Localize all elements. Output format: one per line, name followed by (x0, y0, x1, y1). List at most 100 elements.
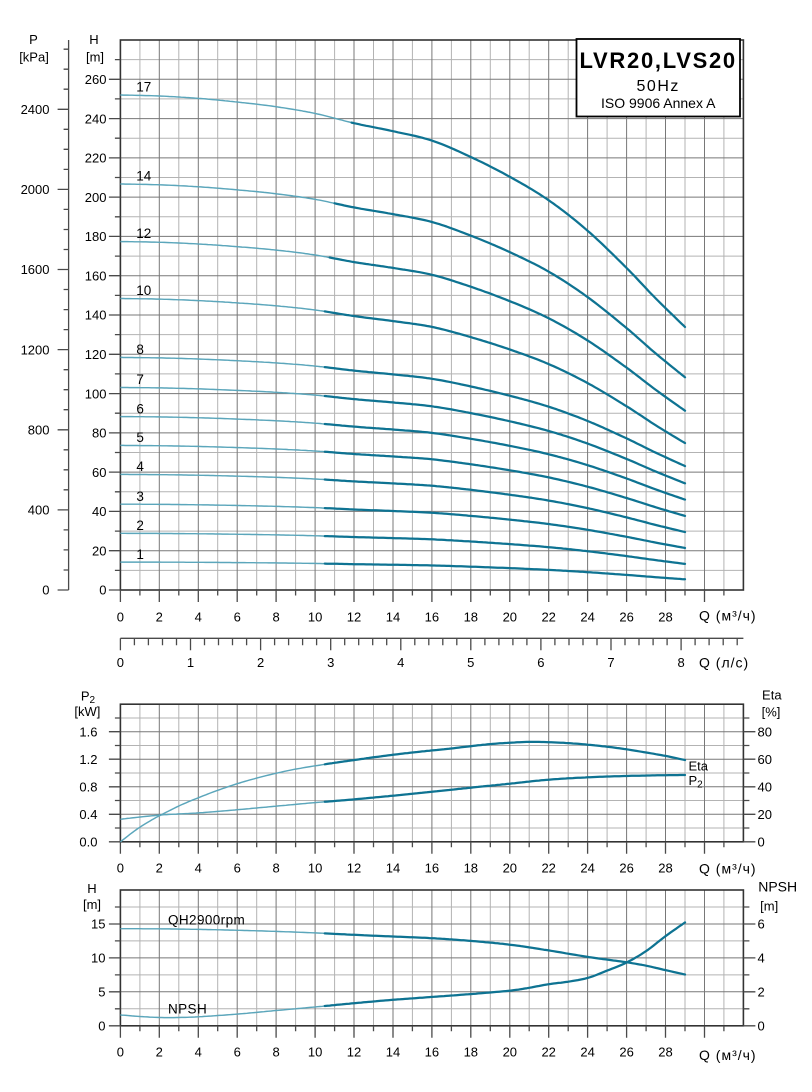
svg-text:12: 12 (347, 1045, 361, 1060)
svg-text:4: 4 (758, 951, 765, 966)
svg-text:14: 14 (386, 1045, 400, 1060)
svg-text:NPSH: NPSH (168, 1001, 207, 1016)
svg-text:0.0: 0.0 (79, 835, 97, 850)
svg-text:4: 4 (195, 610, 202, 625)
svg-text:26: 26 (619, 610, 633, 625)
svg-text:12: 12 (136, 226, 151, 241)
svg-text:14: 14 (386, 610, 400, 625)
svg-text:Q (м³/ч): Q (м³/ч) (699, 1047, 757, 1063)
svg-text:24: 24 (580, 610, 594, 625)
svg-text:26: 26 (619, 861, 633, 876)
svg-text:0.8: 0.8 (79, 780, 97, 795)
svg-text:28: 28 (658, 610, 672, 625)
svg-text:80: 80 (92, 426, 106, 441)
svg-text:1.6: 1.6 (79, 724, 97, 739)
svg-text:2: 2 (156, 861, 163, 876)
svg-text:2: 2 (257, 655, 264, 670)
svg-text:1600: 1600 (21, 262, 50, 277)
svg-text:3: 3 (136, 489, 144, 504)
svg-text:0: 0 (98, 1019, 105, 1034)
svg-text:[m]: [m] (86, 50, 104, 65)
svg-text:0: 0 (758, 1019, 765, 1034)
svg-text:0: 0 (758, 835, 765, 850)
svg-text:6: 6 (537, 655, 544, 670)
svg-text:18: 18 (464, 861, 478, 876)
svg-text:8: 8 (272, 610, 279, 625)
svg-text:QH2900rpm: QH2900rpm (168, 913, 245, 928)
svg-text:5: 5 (136, 430, 144, 445)
svg-text:18: 18 (464, 610, 478, 625)
svg-text:180: 180 (85, 229, 107, 244)
svg-text:12: 12 (347, 610, 361, 625)
svg-text:6: 6 (758, 917, 765, 932)
svg-text:12: 12 (347, 861, 361, 876)
svg-text:[%]: [%] (762, 705, 781, 720)
svg-text:28: 28 (658, 861, 672, 876)
svg-text:0: 0 (42, 583, 49, 598)
svg-text:260: 260 (85, 72, 107, 87)
svg-text:0: 0 (117, 1045, 124, 1060)
svg-text:22: 22 (541, 610, 555, 625)
svg-text:8: 8 (677, 655, 684, 670)
svg-text:40: 40 (92, 504, 106, 519)
svg-text:2: 2 (758, 985, 765, 1000)
svg-text:[m]: [m] (83, 897, 101, 912)
svg-text:220: 220 (85, 151, 107, 166)
svg-text:120: 120 (85, 347, 107, 362)
svg-text:Q (м³/ч): Q (м³/ч) (699, 861, 757, 877)
svg-text:28: 28 (658, 1045, 672, 1060)
svg-text:60: 60 (758, 752, 772, 767)
svg-text:7: 7 (136, 372, 144, 387)
svg-text:H: H (87, 881, 96, 896)
svg-text:4: 4 (397, 655, 404, 670)
svg-text:0: 0 (99, 583, 106, 598)
svg-text:6: 6 (234, 1045, 241, 1060)
svg-text:16: 16 (425, 610, 439, 625)
svg-text:20: 20 (758, 807, 772, 822)
svg-text:7: 7 (607, 655, 614, 670)
svg-text:3: 3 (327, 655, 334, 670)
svg-text:60: 60 (92, 465, 106, 480)
svg-text:15: 15 (91, 917, 105, 932)
svg-text:0: 0 (117, 861, 124, 876)
svg-text:2000: 2000 (21, 182, 50, 197)
svg-text:100: 100 (85, 386, 107, 401)
svg-text:ISO 9906 Annex A: ISO 9906 Annex A (601, 95, 716, 111)
svg-text:80: 80 (758, 724, 772, 739)
svg-text:40: 40 (758, 780, 772, 795)
svg-text:1: 1 (136, 547, 144, 562)
svg-text:NPSH: NPSH (758, 879, 797, 895)
svg-text:1200: 1200 (21, 342, 50, 357)
svg-text:240: 240 (85, 111, 107, 126)
svg-text:200: 200 (85, 190, 107, 205)
svg-text:2: 2 (136, 518, 144, 533)
svg-text:16: 16 (425, 1045, 439, 1060)
svg-text:6: 6 (234, 610, 241, 625)
svg-text:H: H (89, 32, 98, 47)
svg-text:2: 2 (156, 610, 163, 625)
svg-text:5: 5 (98, 985, 105, 1000)
svg-text:4: 4 (195, 1045, 202, 1060)
svg-text:10: 10 (308, 1045, 322, 1060)
svg-text:18: 18 (464, 1045, 478, 1060)
svg-text:4: 4 (195, 861, 202, 876)
svg-text:1: 1 (187, 655, 194, 670)
svg-text:10: 10 (91, 951, 105, 966)
svg-text:10: 10 (136, 283, 151, 298)
svg-text:[m]: [m] (760, 899, 778, 914)
svg-text:20: 20 (92, 543, 106, 558)
svg-text:20: 20 (503, 1045, 517, 1060)
svg-text:Eta: Eta (762, 688, 782, 703)
svg-text:20: 20 (503, 861, 517, 876)
svg-text:[kW]: [kW] (74, 704, 100, 719)
svg-text:LVR20,LVS20: LVR20,LVS20 (580, 48, 737, 73)
svg-text:160: 160 (85, 268, 107, 283)
svg-text:24: 24 (580, 1045, 594, 1060)
svg-text:8: 8 (272, 1045, 279, 1060)
svg-text:16: 16 (425, 861, 439, 876)
svg-text:1.2: 1.2 (79, 752, 97, 767)
svg-text:20: 20 (503, 610, 517, 625)
svg-text:4: 4 (136, 459, 144, 474)
svg-text:22: 22 (541, 1045, 555, 1060)
svg-text:8: 8 (136, 342, 144, 357)
